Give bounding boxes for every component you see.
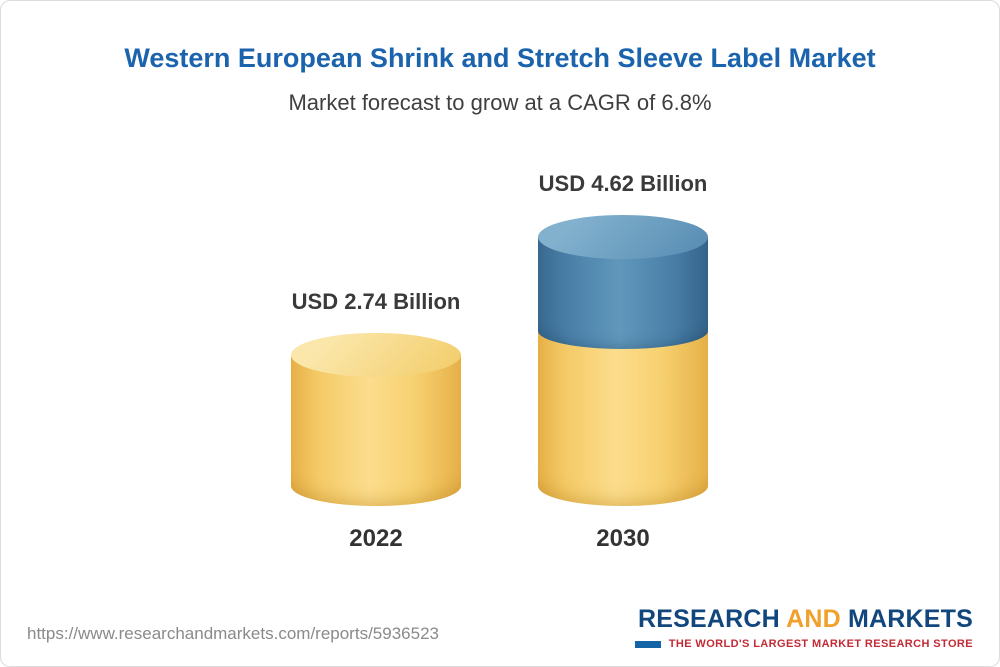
chart-plot-area: USD 2.74 Billion USD 4.62 Billion — [1, 151, 999, 506]
report-url-link[interactable]: https://www.researchandmarkets.com/repor… — [27, 624, 439, 643]
x-axis-label-2030: 2030 — [596, 525, 650, 552]
logo-word-markets: MARKETS — [847, 605, 973, 633]
bar-2022-cap — [291, 333, 461, 377]
bar-2022-body — [291, 355, 461, 506]
logo-word-and: AND — [786, 605, 841, 633]
value-label-2022: USD 2.74 Billion — [291, 289, 461, 314]
bar-2030 — [538, 215, 708, 506]
logo-tagline: THE WORLD'S LARGEST MARKET RESEARCH STOR… — [668, 638, 973, 650]
logo-tagline-row: THE WORLD'S LARGEST MARKET RESEARCH STOR… — [635, 638, 973, 650]
logo-underline-bar — [635, 640, 661, 648]
bar-2030-growth-segment — [538, 215, 708, 349]
x-axis-label-2022: 2022 — [349, 525, 403, 552]
bar-2030-cap — [538, 215, 708, 259]
research-and-markets-logo: RESEARCH AND MARKETS THE WORLD'S LARGEST… — [635, 605, 973, 650]
chart-title: Western European Shrink and Stretch Slee… — [124, 43, 876, 73]
bar-2022 — [291, 333, 461, 506]
logo-wordmark: RESEARCH AND MARKETS — [635, 605, 973, 634]
value-label-2030: USD 4.62 Billion — [538, 171, 708, 196]
logo-word-research: RESEARCH — [637, 605, 780, 633]
chart-subtitle: Market forecast to grow at a CAGR of 6.8… — [288, 90, 712, 115]
